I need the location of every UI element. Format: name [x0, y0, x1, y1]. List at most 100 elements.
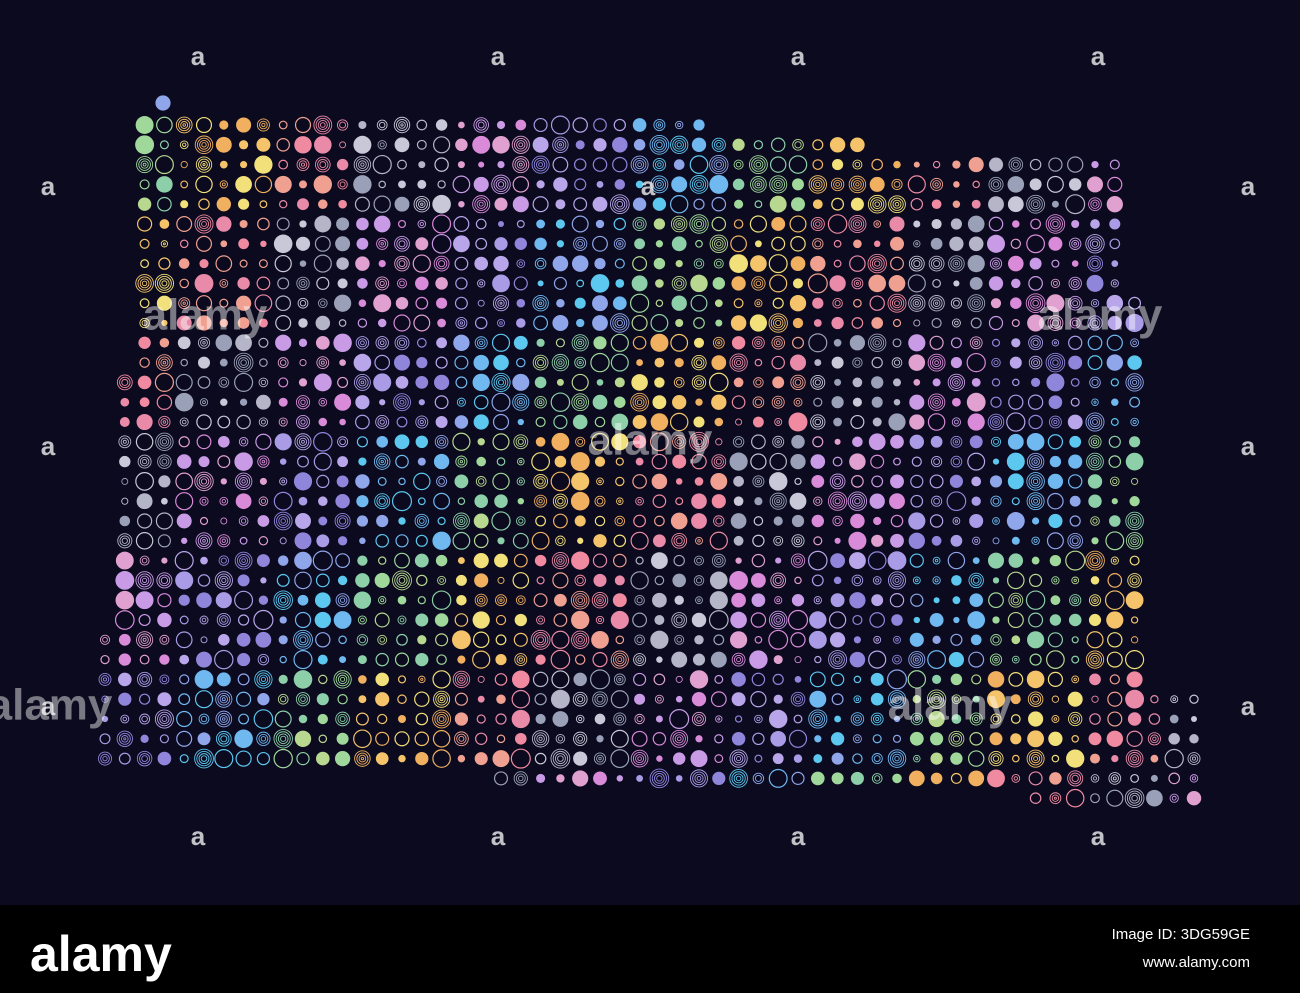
dot	[672, 395, 687, 410]
ring	[813, 496, 823, 506]
ring	[200, 715, 208, 723]
dot	[457, 161, 465, 169]
ring	[771, 355, 785, 370]
ring	[693, 377, 705, 388]
dot	[118, 653, 131, 666]
ring	[994, 420, 998, 424]
ring	[908, 651, 926, 669]
ring	[119, 376, 131, 389]
ring	[1028, 751, 1043, 766]
ring	[358, 636, 366, 644]
ring	[518, 261, 523, 266]
ring	[317, 120, 328, 130]
ring	[773, 615, 784, 625]
ring	[1053, 578, 1058, 583]
ring	[656, 141, 663, 149]
ring	[875, 578, 880, 583]
ring	[893, 359, 901, 366]
ring	[237, 474, 251, 488]
dot	[750, 255, 767, 272]
ring	[892, 694, 902, 704]
ring	[275, 314, 292, 332]
ring	[794, 379, 802, 386]
ring	[994, 519, 998, 523]
ring	[617, 657, 623, 663]
watermark-mark: a	[41, 691, 56, 721]
dot	[811, 514, 825, 528]
ring	[355, 414, 370, 430]
ring	[255, 433, 272, 450]
ring	[415, 415, 429, 429]
ring	[616, 240, 624, 248]
ring	[910, 653, 924, 666]
ring	[258, 733, 269, 744]
ring	[610, 333, 629, 352]
ring	[379, 637, 385, 643]
ring	[136, 750, 153, 767]
ring	[357, 615, 367, 625]
dot	[474, 494, 488, 508]
ring	[135, 571, 154, 590]
dot	[593, 138, 607, 152]
dot	[353, 353, 372, 372]
ring	[179, 417, 189, 427]
dot	[908, 532, 925, 549]
ring	[1028, 474, 1043, 489]
ring	[512, 156, 530, 174]
ring	[276, 513, 291, 529]
ring	[182, 123, 186, 127]
ring	[553, 613, 568, 627]
ring	[671, 612, 688, 628]
ring	[929, 474, 944, 489]
ring	[1050, 278, 1061, 289]
ring	[631, 314, 648, 332]
ring	[495, 179, 507, 190]
ring	[614, 515, 626, 527]
dot	[1011, 278, 1021, 289]
ring	[394, 731, 410, 747]
dot	[535, 436, 546, 447]
dot	[294, 532, 312, 550]
dot	[257, 693, 270, 706]
ring	[139, 555, 150, 566]
ring	[969, 336, 983, 350]
ring	[812, 436, 824, 448]
dot	[809, 611, 827, 629]
dot	[675, 775, 683, 782]
ring	[338, 319, 347, 327]
ring	[476, 338, 486, 348]
ring	[274, 710, 292, 728]
ring	[475, 218, 487, 230]
ring	[435, 633, 449, 647]
dot	[256, 137, 271, 152]
ring	[532, 632, 549, 648]
ring	[454, 672, 468, 686]
dot	[654, 357, 665, 368]
ring	[162, 420, 167, 424]
ring	[689, 431, 709, 452]
ring	[1091, 378, 1099, 386]
ring	[870, 712, 884, 726]
dot	[373, 215, 391, 233]
dot	[634, 238, 646, 250]
ring	[790, 691, 806, 707]
watermark-logo: alamy	[0, 681, 113, 730]
ring	[452, 531, 471, 550]
ring	[98, 672, 112, 686]
ring	[201, 221, 207, 227]
ring	[195, 295, 213, 312]
ring	[1031, 496, 1041, 506]
ring	[755, 379, 762, 386]
dot	[497, 220, 505, 228]
ring	[1067, 295, 1083, 311]
ring	[1089, 713, 1101, 725]
ring	[1051, 794, 1060, 802]
ring	[353, 729, 372, 749]
ring	[756, 182, 761, 187]
ring	[715, 517, 723, 525]
ring	[832, 495, 843, 507]
dot	[339, 418, 346, 426]
ring	[634, 397, 645, 408]
ring	[1014, 657, 1018, 662]
